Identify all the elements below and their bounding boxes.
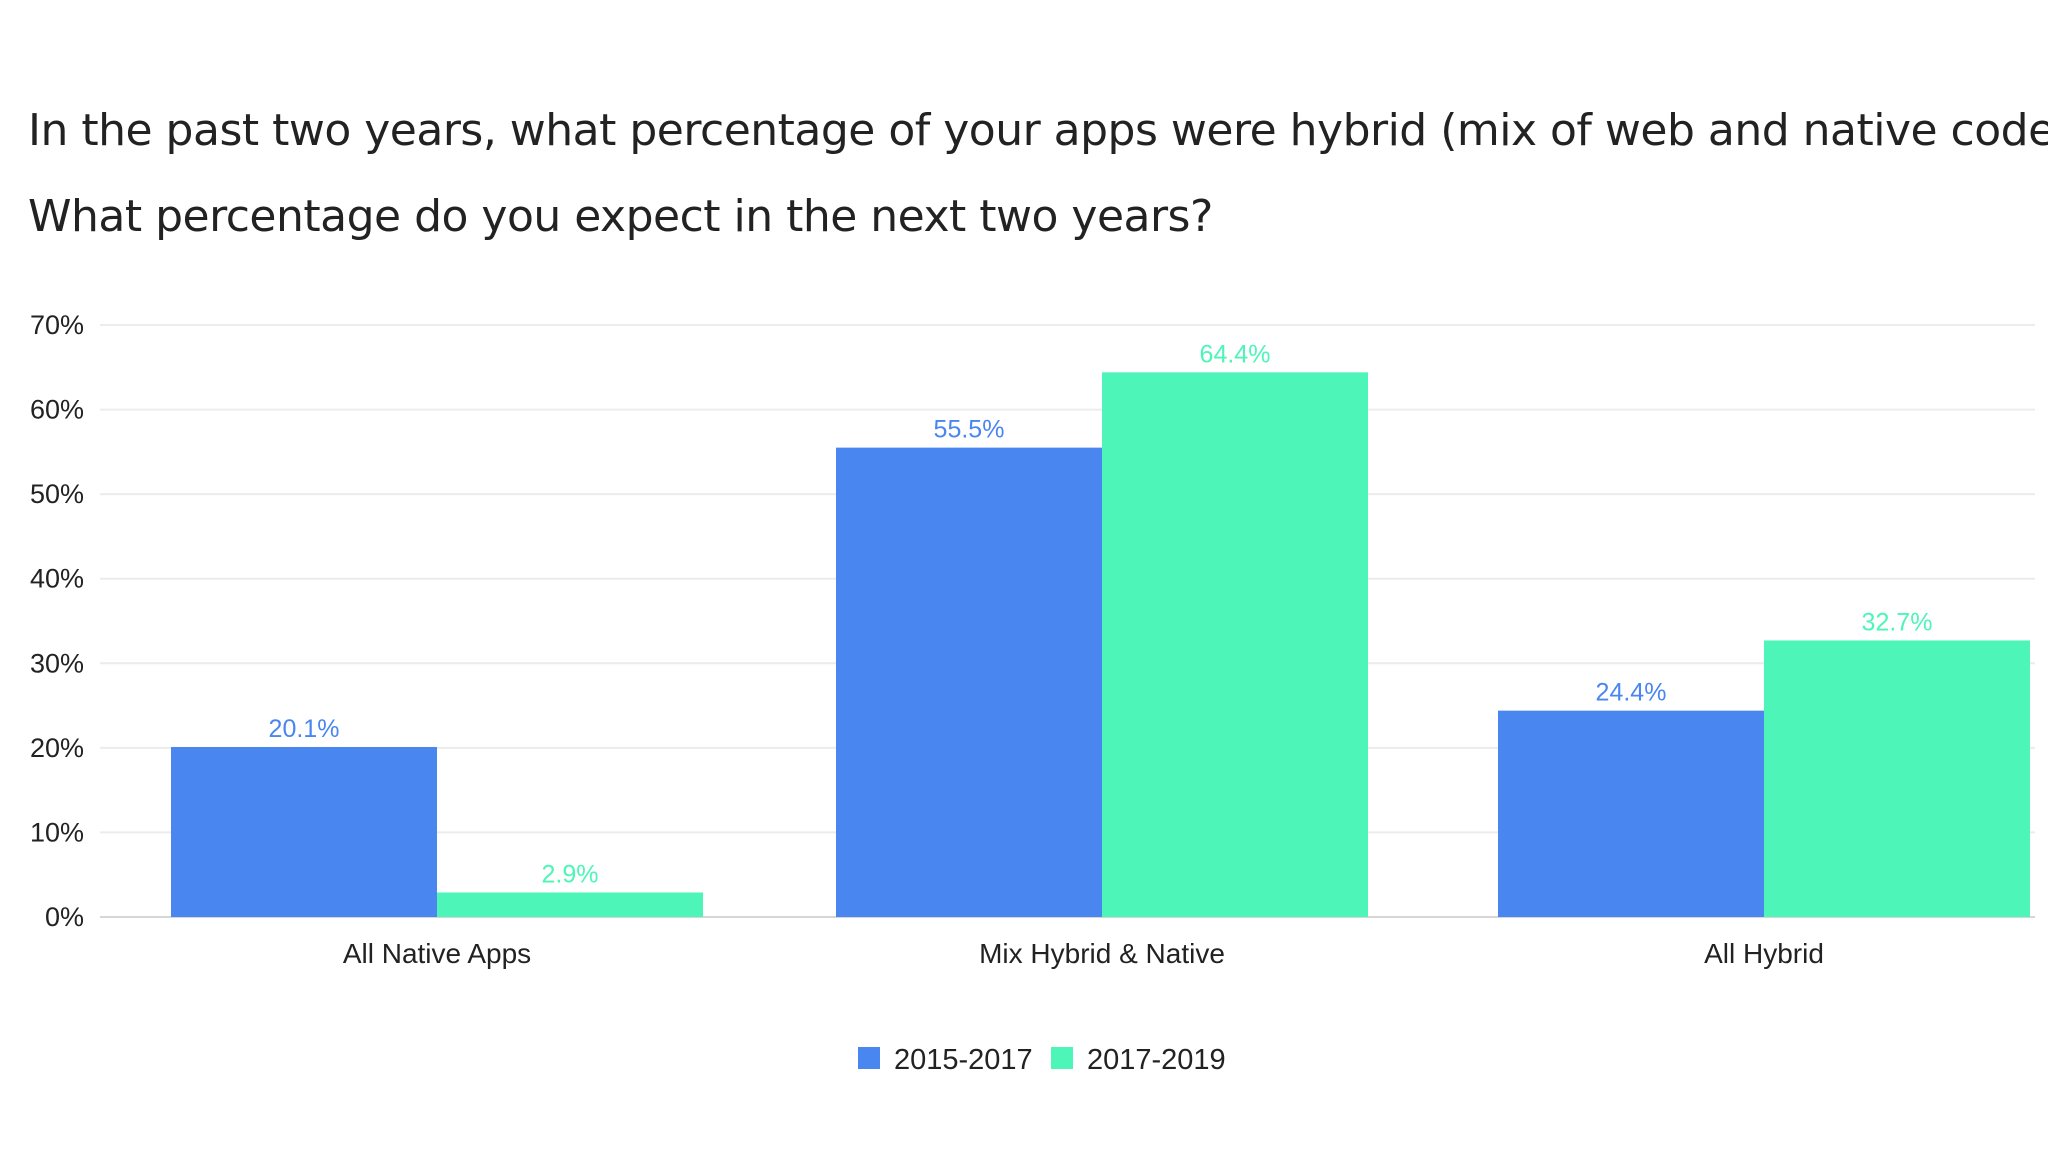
legend-label[interactable]: 2015-2017 (894, 1044, 1033, 1076)
bar[interactable] (836, 447, 1102, 917)
bar[interactable] (437, 892, 703, 917)
y-tick-label: 70% (30, 310, 84, 340)
y-axis-ticks: 0% 10% 20% 30% 40% 50% 60% 70% (30, 310, 84, 932)
x-axis-categories: All Native Apps Mix Hybrid & Native All Hy… (343, 938, 1824, 969)
y-tick-label: 60% (30, 395, 84, 425)
legend[interactable]: 2015-2017 2017-2019 (858, 1044, 1226, 1076)
chart-title: In the past two years, what percentage o… (28, 88, 2048, 260)
x-category-label: Mix Hybrid & Native (979, 938, 1225, 969)
data-label: 24.4% (1596, 679, 1667, 707)
bars (171, 372, 2030, 917)
bar[interactable] (171, 747, 437, 917)
y-tick-label: 30% (30, 648, 84, 678)
bar[interactable] (1102, 372, 1368, 917)
legend-swatch[interactable] (1051, 1047, 1073, 1069)
data-label: 2.9% (542, 860, 599, 888)
legend-swatch[interactable] (858, 1047, 880, 1069)
y-tick-label: 50% (30, 479, 84, 509)
chart-title-line-1: In the past two years, what percentage o… (28, 105, 2048, 156)
data-label: 55.5% (934, 416, 1005, 444)
data-label: 64.4% (1200, 340, 1271, 368)
legend-label[interactable]: 2017-2019 (1087, 1044, 1226, 1076)
x-category-label: All Native Apps (343, 938, 531, 969)
x-category-label: All Hybrid (1704, 938, 1824, 969)
data-label: 32.7% (1862, 608, 1933, 636)
y-tick-label: 40% (30, 564, 84, 594)
y-tick-label: 0% (45, 902, 84, 932)
bar[interactable] (1764, 640, 2030, 917)
data-labels: 20.1% 2.9% 55.5% 64.4% 24.4% 32.7% (269, 340, 1933, 888)
y-tick-label: 20% (30, 733, 84, 763)
y-tick-label: 10% (30, 817, 84, 847)
bar[interactable] (1498, 710, 1764, 917)
data-label: 20.1% (269, 715, 340, 743)
chart-title-line-2: What percentage do you expect in the nex… (28, 191, 1213, 242)
